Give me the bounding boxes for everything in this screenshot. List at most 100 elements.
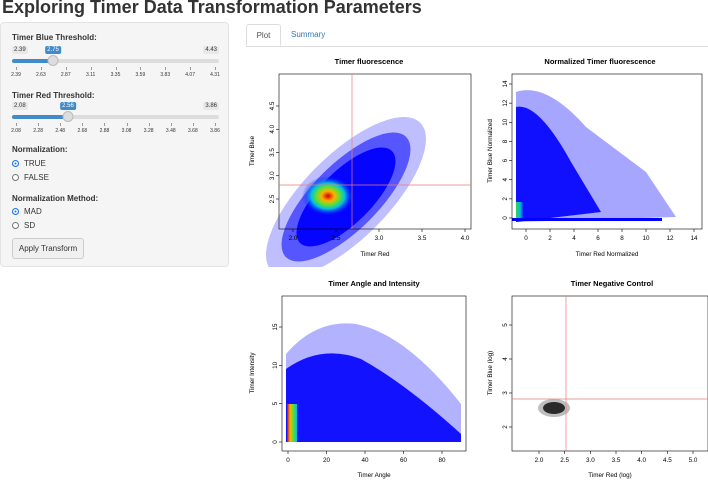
y-tick-label: 4.5 — [269, 101, 276, 110]
red-threshold-label: Timer Red Threshold: — [12, 91, 95, 100]
red-slider-handle[interactable] — [62, 111, 74, 122]
y-tick-label: 3 — [502, 391, 509, 395]
plot-axes: 2.0 2.5 3.0 3.5 4.0 4.5 5.0 2 3 4 5 — [502, 323, 698, 464]
slider-tick-label: 3.68 — [188, 128, 198, 134]
method-mad-label: MAD — [24, 207, 42, 216]
plot-title: Normalized Timer fluorescence — [544, 57, 655, 66]
method-mad-option[interactable]: MAD — [12, 207, 42, 216]
slider-tick — [16, 67, 17, 70]
blue-slider-track[interactable] — [12, 59, 219, 63]
slider-tick-label: 3.59 — [135, 72, 146, 78]
y-tick-label: 5 — [272, 401, 279, 405]
sidebar-panel: Timer Blue Threshold: 2.39 4.43 2.75 2.3… — [0, 22, 229, 267]
y-tick-label: 8 — [502, 139, 509, 143]
y-tick-label: 0 — [502, 216, 509, 220]
blue-slider-ticks: 2.39 2.63 2.87 3.11 3.35 3.59 3.83 4.07 4.31 — [11, 67, 220, 79]
slider-tick-label: 2.39 — [11, 72, 21, 78]
y-axis-label: Timer Blue (log) — [487, 351, 494, 396]
y-tick-label: 6 — [502, 158, 509, 162]
x-tick-label: 4.5 — [663, 457, 672, 464]
x-tick-label: 4.0 — [637, 457, 646, 464]
normalized-fluorescence-svg: Normalized Timer fluorescence 0 2 4 6 8 10 12 1… — [487, 57, 703, 258]
density-hotspot — [302, 176, 354, 216]
x-tick-label: 40 — [361, 457, 369, 464]
slider-tick-label: 3.08 — [121, 128, 132, 134]
red-slider-ticks: 2.08 2.28 2.48 2.68 2.88 3.08 3.28 3.48 3.68 3.86 — [11, 123, 220, 135]
y-tick-label: 4.0 — [269, 124, 276, 133]
x-tick-label: 2.5 — [560, 457, 569, 464]
method-sd-option[interactable]: SD — [12, 221, 35, 230]
red-slider-track[interactable] — [12, 115, 219, 119]
x-tick-label: 0 — [286, 457, 290, 464]
slider-tick-label: 3.86 — [210, 128, 220, 134]
plot-frame — [281, 295, 467, 452]
blue-slider-handle[interactable] — [47, 55, 59, 66]
slider-tick — [215, 123, 216, 126]
slider-tick — [126, 123, 128, 126]
radio-selected-icon[interactable] — [12, 160, 19, 167]
radio-unselected-icon[interactable] — [12, 174, 19, 181]
normalization-false-option[interactable]: FALSE — [12, 173, 49, 182]
y-tick-label: 2 — [502, 197, 509, 201]
y-tick-label: 10 — [502, 118, 509, 126]
y-tick-label: 14 — [502, 80, 509, 88]
x-tick-label: 3.0 — [586, 457, 595, 464]
tab-bar: Plot Summary — [246, 24, 708, 47]
slider-tick — [190, 67, 192, 70]
x-tick-label: 10 — [642, 235, 650, 242]
slider-tick-label: 2.63 — [36, 72, 46, 78]
blue-slider-min: 2.39 — [12, 46, 28, 54]
radio-selected-icon[interactable] — [12, 208, 19, 215]
x-tick-label: 6 — [596, 235, 600, 242]
slider-tick — [60, 123, 62, 126]
red-slider-min: 2.08 — [12, 102, 28, 110]
scatter-dense — [516, 106, 601, 222]
normalization-true-option[interactable]: TRUE — [12, 159, 46, 168]
x-tick-label: 2 — [548, 235, 552, 242]
x-tick-label: 5.0 — [689, 457, 698, 464]
slider-tick — [65, 67, 67, 70]
x-axis-label: Timer Red (log) — [588, 472, 632, 479]
red-threshold-slider[interactable]: 2.08 3.86 2.56 2.08 2.28 2.48 2.68 2.88 3.08 3… — [11, 102, 220, 135]
y-tick-label: 5 — [502, 323, 509, 327]
radio-unselected-icon[interactable] — [12, 222, 19, 229]
y-tick-label: 0 — [272, 440, 279, 444]
red-slider-fill — [12, 115, 68, 119]
x-axis-label: Timer Red — [360, 251, 390, 258]
slider-tick-label: 3.11 — [85, 72, 96, 78]
normalized-fluorescence-plot: Normalized Timer fluorescence 0 2 4 6 8 10 12 1… — [476, 52, 708, 267]
normalization-false-label: FALSE — [24, 173, 49, 182]
negative-control-svg: Timer Negative Control 2.0 2.5 3.0 3.5 4.0 4.… — [487, 279, 708, 479]
tab-summary[interactable]: Summary — [291, 30, 326, 39]
x-tick-label: 20 — [323, 457, 331, 464]
slider-tick-label: 2.68 — [77, 128, 88, 134]
y-tick-label: 3.5 — [269, 148, 276, 157]
slider-tick — [140, 67, 142, 70]
x-tick-label: 60 — [400, 457, 408, 464]
slider-tick-label: 3.48 — [165, 128, 176, 134]
slider-tick-label: 2.48 — [55, 128, 66, 134]
plot-axes: 0 20 40 60 80 0 5 10 15 — [272, 323, 446, 464]
plot-axes: 2.0 2.5 3.0 3.5 4.0 2.5 3.0 3.5 4.0 4.5 — [269, 101, 470, 242]
x-tick-label: 2.0 — [535, 457, 544, 464]
plot-title: Timer fluorescence — [335, 57, 404, 66]
y-tick-label: 4 — [502, 357, 509, 361]
blue-threshold-slider[interactable]: 2.39 4.43 2.75 2.39 2.63 2.87 3.11 3.35 3.59 3… — [11, 46, 220, 79]
slider-tick — [170, 123, 172, 126]
method-sd-label: SD — [24, 221, 36, 230]
x-tick-label: 12 — [666, 235, 674, 242]
app-title: Exploring Timer Data Transformation Para… — [2, 0, 422, 17]
slider-tick — [40, 67, 42, 70]
normalization-label: Normalization: — [12, 145, 68, 154]
density-hotspot — [287, 404, 297, 442]
x-tick-label: 80 — [438, 457, 446, 464]
tab-plot[interactable]: Plot — [246, 24, 281, 46]
plot-frame — [511, 73, 703, 230]
angle-intensity-plot: Timer Angle and Intensity 0 20 40 60 80 0 5 10 1… — [246, 274, 476, 481]
negative-control-plot: Timer Negative Control 2.0 2.5 3.0 3.5 4.0 4.… — [476, 274, 708, 481]
method-label: Normalization Method: — [12, 194, 99, 203]
x-tick-label: 3.0 — [375, 235, 384, 242]
apply-transform-button[interactable]: Apply Transform — [12, 238, 84, 259]
x-tick-label: 4 — [572, 235, 576, 242]
y-tick-label: 4 — [502, 177, 509, 181]
